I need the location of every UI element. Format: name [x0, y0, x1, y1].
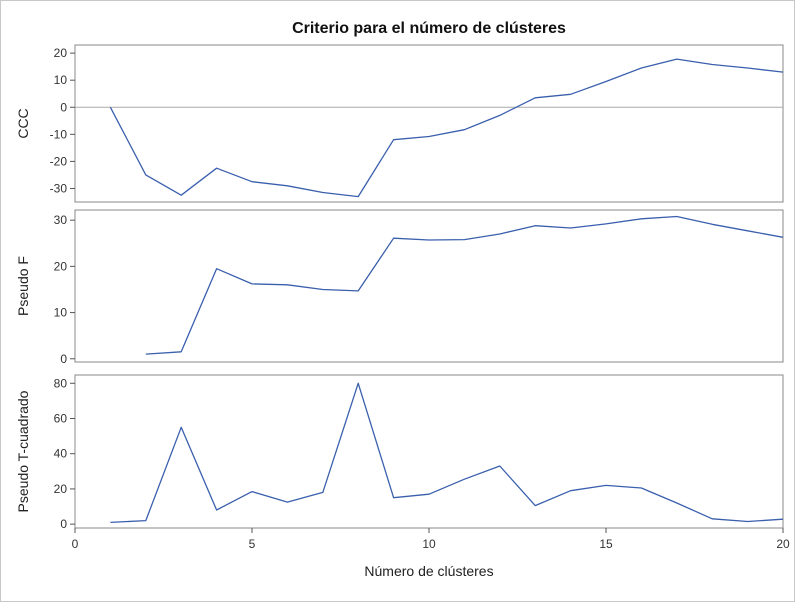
- panel-1-y-tick-label: -30: [50, 181, 68, 195]
- chart-title: Criterio para el número de clústeres: [292, 20, 566, 37]
- x-axis: 0 5 10 15 20: [72, 528, 790, 551]
- panel-1-y-axis-label: CCC: [15, 108, 31, 138]
- x-tick-label: 5: [249, 537, 256, 551]
- panel-2-series-line: [145, 215, 784, 355]
- x-tick-label: 15: [599, 537, 613, 551]
- panel-1-y-tick-label: -20: [50, 154, 68, 168]
- chart-panels: 20 10 0 -10 -20 -30 CCC 30 20 10 0 Pseudo F 80 60 40 20…: [15, 44, 784, 531]
- x-tick-label: 10: [422, 537, 436, 551]
- x-axis-label: Número de clústeres: [364, 563, 493, 579]
- panel-3-y-tick-label: 20: [54, 482, 68, 496]
- panel-1-y-tick-label: 20: [54, 46, 68, 60]
- panel-2: 30 20 10 0 Pseudo F: [15, 209, 784, 366]
- panel-3-series-line: [110, 382, 784, 524]
- panel-1-y-tick-label: 0: [60, 100, 67, 114]
- panel-2-frame: [74, 209, 784, 363]
- panel-2-y-tick-label: 0: [60, 352, 67, 366]
- panel-3-y-tick-label: 40: [54, 447, 68, 461]
- panel-3: 80 60 40 20 0 Pseudo T-cuadrado: [15, 374, 784, 531]
- panel-3-y-tick-label: 80: [54, 376, 68, 390]
- panel-1-y-tick-label: -10: [50, 127, 68, 141]
- panel-2-y-tick-label: 30: [54, 213, 68, 227]
- panel-1-frame: [74, 44, 784, 203]
- panel-3-y-tick-label: 0: [60, 517, 67, 531]
- x-tick-label: 0: [72, 537, 79, 551]
- panel-3-y-axis-label: Pseudo T-cuadrado: [15, 390, 31, 512]
- panel-2-y-axis-label: Pseudo F: [15, 256, 31, 316]
- panel-1-series-line: [109, 58, 784, 198]
- panel-2-y-tick-label: 20: [54, 259, 68, 273]
- x-tick-label: 20: [776, 537, 790, 551]
- panel-2-y-tick-label: 10: [54, 306, 68, 320]
- panel-1-y-tick-label: 10: [54, 73, 68, 87]
- panel-1: 20 10 0 -10 -20 -30 CCC: [15, 44, 784, 203]
- panel-3-y-tick-label: 60: [54, 411, 68, 425]
